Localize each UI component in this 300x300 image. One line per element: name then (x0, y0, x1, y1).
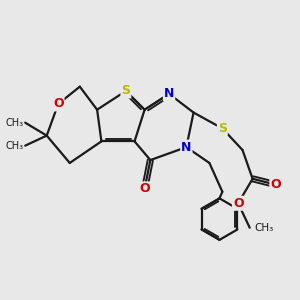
Text: CH₃: CH₃ (5, 141, 24, 151)
Text: O: O (270, 178, 281, 191)
Text: S: S (218, 122, 227, 135)
Text: S: S (122, 85, 130, 98)
Text: O: O (53, 98, 64, 110)
Text: N: N (164, 87, 174, 101)
Text: CH₃: CH₃ (5, 118, 24, 128)
Text: CH₃: CH₃ (254, 223, 273, 233)
Text: N: N (181, 141, 192, 154)
Text: O: O (139, 182, 150, 195)
Text: O: O (233, 197, 244, 210)
